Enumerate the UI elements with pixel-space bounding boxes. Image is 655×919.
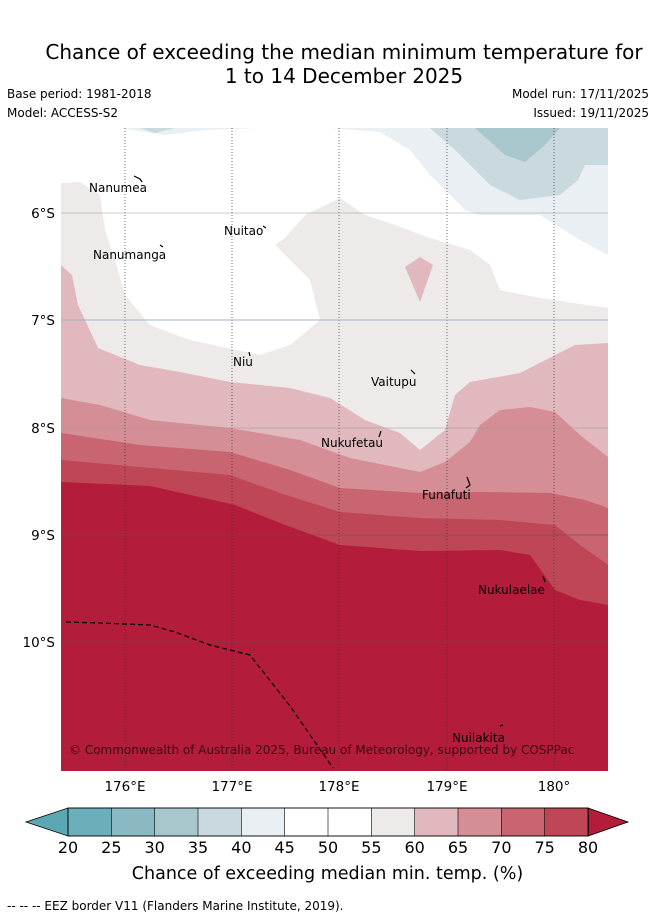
colorbar-tick-65: 65 bbox=[448, 838, 468, 857]
copyright-notice: © Commonwealth of Australia 2025, Bureau… bbox=[69, 743, 574, 757]
colorbar-cell-35 bbox=[197, 807, 243, 837]
colorbar-cell-45 bbox=[284, 807, 329, 837]
title-line-2: 1 to 14 December 2025 bbox=[224, 64, 464, 88]
place-nukulaelae: Nukulaelae bbox=[478, 583, 545, 597]
colorbar-tick-75: 75 bbox=[534, 838, 554, 857]
lat-tick-10: 10°S bbox=[23, 635, 56, 651]
lat-tick-labels: 6°S 7°S 8°S 9°S 10°S bbox=[23, 206, 56, 651]
island-funafuti bbox=[465, 476, 471, 489]
place-niu: Niu bbox=[233, 355, 253, 369]
colorbar-tick-20: 20 bbox=[58, 838, 78, 857]
place-vaitupu: Vaitupu bbox=[371, 375, 417, 389]
forecast-map: Nanumea Nanumanga Nuitao Niu Vaitupu Nuk… bbox=[23, 128, 608, 795]
place-nanumea: Nanumea bbox=[89, 181, 147, 195]
fill-white-blob bbox=[195, 287, 320, 340]
island-nanumanga bbox=[159, 244, 164, 248]
place-labels: Nanumea Nanumanga Nuitao Niu Vaitupu Nuk… bbox=[89, 181, 545, 745]
colorbar-tick-45: 45 bbox=[274, 838, 294, 857]
colorbar-tick-35: 35 bbox=[188, 838, 208, 857]
colorbar-cell-70 bbox=[501, 807, 546, 837]
colorbar-tick-25: 25 bbox=[101, 838, 121, 857]
colorbar-tick-70: 70 bbox=[491, 838, 511, 857]
colorbar-tick-80: 80 bbox=[578, 838, 598, 857]
lat-tick-6: 6°S bbox=[31, 206, 55, 222]
colorbar-label: Chance of exceeding median min. temp. (%… bbox=[131, 864, 524, 884]
colorbar-over-arrow bbox=[587, 807, 630, 837]
colorbar-tick-50: 50 bbox=[318, 838, 338, 857]
colorbar-cell-75 bbox=[544, 807, 589, 837]
model-name: Model: ACCESS-S2 bbox=[7, 106, 119, 120]
colorbar-cell-20 bbox=[67, 807, 113, 837]
colorbar-tick-30: 30 bbox=[144, 838, 164, 857]
fill-80-plus bbox=[61, 482, 608, 771]
issued-date: Issued: 19/11/2025 bbox=[533, 106, 649, 120]
colorbar-under-arrow bbox=[24, 807, 69, 837]
colorbar-cell-55 bbox=[371, 807, 416, 837]
lon-tick-180: 180° bbox=[538, 779, 571, 795]
eez-border bbox=[65, 621, 334, 769]
lat-tick-7: 7°S bbox=[31, 313, 55, 329]
lon-tick-179: 179°E bbox=[426, 779, 467, 795]
lon-tick-178: 178°E bbox=[318, 779, 359, 795]
title-line-1: Chance of exceeding the median minimum t… bbox=[45, 40, 643, 64]
colorbar-tick-55: 55 bbox=[361, 838, 381, 857]
island-shapes bbox=[133, 175, 546, 727]
island-vaitupu bbox=[410, 369, 416, 375]
gridlines bbox=[61, 128, 608, 771]
place-funafuti: Funafuti bbox=[422, 488, 471, 502]
colorbar-cell-30 bbox=[154, 807, 199, 837]
place-nuilakita: Nuilakita bbox=[452, 731, 505, 745]
place-nuitao: Nuitao bbox=[224, 224, 263, 238]
map-title: Chance of exceeding the median minimum t… bbox=[0, 40, 655, 88]
island-niu bbox=[248, 351, 251, 357]
colorbar-cell-60 bbox=[414, 807, 459, 837]
fill-30-35 bbox=[475, 128, 560, 162]
fill-35-40-b bbox=[140, 128, 175, 133]
fill-pink-blob bbox=[405, 257, 433, 302]
base-period: Base period: 1981-2018 bbox=[7, 87, 152, 101]
island-nukufetau bbox=[378, 430, 382, 438]
colorbar-cell-40 bbox=[241, 807, 286, 837]
island-nanumea bbox=[133, 175, 143, 183]
lon-tick-176: 176°E bbox=[104, 779, 145, 795]
island-nuitao bbox=[262, 225, 267, 229]
fill-35-40 bbox=[430, 128, 608, 200]
colorbar-tick-labels: 20 25 30 35 40 45 50 55 60 65 70 75 80 bbox=[58, 838, 598, 857]
lon-tick-labels: 176°E 177°E 178°E 179°E 180° bbox=[104, 779, 570, 795]
place-nanumanga: Nanumanga bbox=[93, 248, 166, 262]
colorbar-cell-25 bbox=[111, 807, 156, 837]
place-nukufetau: Nukufetau bbox=[321, 436, 383, 450]
lat-tick-9: 9°S bbox=[31, 528, 55, 544]
colorbar-cells bbox=[67, 807, 589, 837]
colorbar-tick-60: 60 bbox=[404, 838, 424, 857]
colorbar-cell-50 bbox=[327, 807, 373, 837]
eez-footnote: -- -- -- EEZ border V11 (Flanders Marine… bbox=[7, 899, 344, 913]
lat-tick-8: 8°S bbox=[31, 421, 55, 437]
island-nukulaelae bbox=[542, 575, 546, 583]
contour-fills bbox=[61, 128, 608, 771]
model-run: Model run: 17/11/2025 bbox=[511, 87, 649, 101]
colorbar-frame bbox=[67, 807, 589, 837]
colorbar-tick-40: 40 bbox=[231, 838, 251, 857]
colorbar-cell-65 bbox=[457, 807, 503, 837]
lon-tick-177: 177°E bbox=[211, 779, 252, 795]
island-nuilakita bbox=[499, 724, 504, 727]
